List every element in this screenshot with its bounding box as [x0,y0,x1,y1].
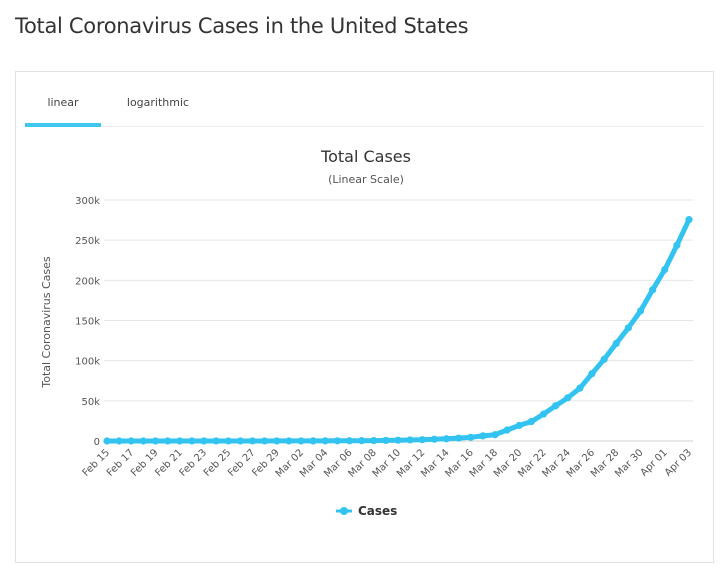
chart-title: Total Cases [320,147,411,166]
y-tick-label: 150k [75,317,100,328]
y-tick-label: 200k [75,276,100,287]
data-point[interactable] [430,435,438,443]
series-line-cases [104,217,692,444]
data-point[interactable] [164,437,172,445]
data-point[interactable] [394,436,402,444]
data-point[interactable] [503,426,511,434]
data-point[interactable] [358,437,366,445]
data-point[interactable] [333,437,341,445]
data-point[interactable] [649,286,657,294]
data-point[interactable] [103,437,111,445]
data-point[interactable] [248,437,257,445]
y-tick-label: 50k [81,397,100,408]
data-point[interactable] [673,241,681,249]
data-point[interactable] [636,307,645,315]
y-axis-label: Total Coronavirus Cases [40,256,53,389]
data-point[interactable] [588,370,596,378]
data-point[interactable] [285,437,293,445]
data-point[interactable] [345,437,354,445]
data-point[interactable] [491,431,499,439]
data-point[interactable] [297,437,305,445]
data-point[interactable] [309,437,317,445]
legend-label-cases: Cases [358,504,397,518]
chart-subtitle: (Linear Scale) [328,173,404,186]
data-point[interactable] [176,437,184,445]
data-point[interactable] [127,437,135,445]
data-point[interactable] [624,324,632,332]
chart-panel: linear logarithmic [15,71,714,563]
data-point[interactable] [261,437,269,445]
data-point[interactable] [200,437,208,445]
data-point[interactable] [188,437,196,445]
data-point[interactable] [224,437,232,445]
data-point[interactable] [552,402,560,410]
series-points-cases [103,216,693,445]
data-point[interactable] [600,355,608,363]
data-point[interactable] [467,433,475,441]
y-tick-label: 300k [75,196,100,207]
data-point[interactable] [406,436,414,444]
data-point[interactable] [139,437,147,445]
data-point[interactable] [212,437,220,445]
data-point[interactable] [151,437,160,445]
data-point[interactable] [661,265,669,274]
data-point[interactable] [527,417,535,426]
y-axis-ticks: 0 50k 100k 150k 200k 250k 300k [75,196,100,448]
data-point[interactable] [612,339,620,348]
legend[interactable]: Cases [336,504,397,518]
tab-logarithmic[interactable]: logarithmic [126,96,190,109]
data-point[interactable] [370,436,378,445]
y-tick-label: 250k [75,236,100,247]
data-point[interactable] [515,421,523,430]
data-point[interactable] [455,434,463,442]
data-point[interactable] [564,394,572,402]
data-point[interactable] [236,437,244,445]
data-point[interactable] [442,435,451,443]
y-tick-label: 100k [75,357,100,368]
gridlines [104,199,693,442]
data-point[interactable] [321,437,329,445]
data-point[interactable] [539,410,548,418]
tab-linear[interactable]: linear [25,86,101,127]
data-point[interactable] [685,216,693,224]
y-tick-label: 0 [94,437,100,448]
data-point[interactable] [273,437,281,445]
legend-marker-icon [340,507,348,515]
data-point[interactable] [479,432,487,440]
data-point[interactable] [576,384,584,392]
data-point[interactable] [382,436,390,445]
scale-tabs: linear logarithmic [25,86,704,127]
data-point[interactable] [418,436,426,444]
x-tick-label: Apr 03 [663,447,694,478]
data-point[interactable] [115,437,123,445]
page-title: Total Coronavirus Cases in the United St… [15,14,469,38]
